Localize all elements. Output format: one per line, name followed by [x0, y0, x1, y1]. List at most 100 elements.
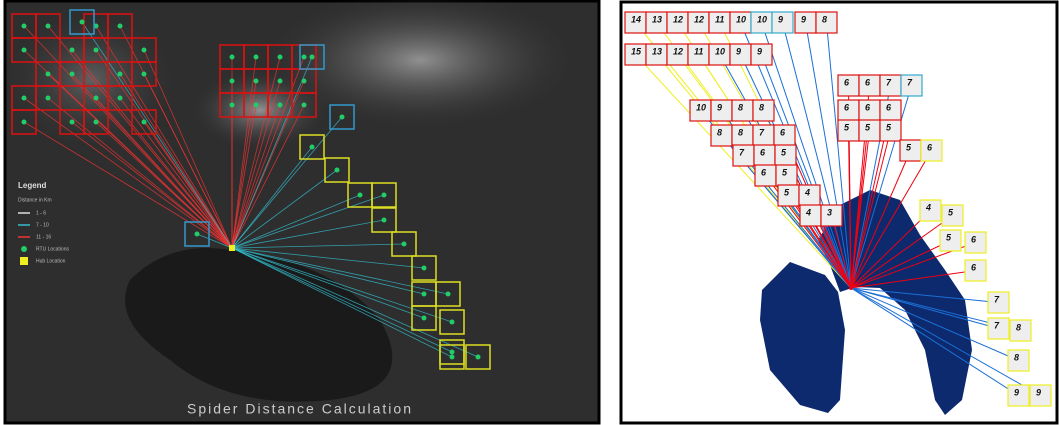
grid-cell: [184, 221, 210, 247]
rtu-location: [194, 231, 200, 237]
rtu-location: [445, 291, 451, 297]
rtu-location: [93, 119, 99, 125]
spider-line: [71, 49, 233, 249]
distance-label: 8: [1014, 352, 1019, 362]
grid-cell: [131, 109, 157, 135]
rtu-location: [339, 114, 345, 120]
distance-label: 8: [759, 102, 764, 112]
grid-cell: [299, 134, 325, 160]
spider-line: [231, 243, 405, 249]
rtu-location: [141, 71, 147, 77]
spider-line: [47, 73, 233, 249]
distance-label: 6: [844, 102, 850, 112]
distance-label: 4: [804, 187, 810, 197]
spider-line: [231, 169, 338, 249]
distance-label: 3: [827, 207, 832, 217]
spider-line: [231, 194, 385, 249]
grid-cell: [11, 37, 37, 63]
distance-label: 6: [761, 167, 767, 177]
grid-cell: [411, 305, 437, 331]
rtu-location: [334, 167, 340, 173]
rtu-location: [93, 95, 99, 101]
grid-cell: [69, 9, 95, 35]
rtu-location: [449, 349, 455, 355]
distance-label: 5: [906, 142, 912, 152]
distance-label: 7: [907, 77, 913, 87]
spider-line: [231, 80, 257, 249]
distance-label: 6: [927, 142, 933, 152]
legend-item: 7 - 10: [36, 222, 49, 228]
spider-line: [231, 80, 281, 249]
grid-cell: [107, 13, 133, 39]
spider-line: [231, 104, 281, 249]
distance-label: 5: [886, 122, 892, 132]
legend-swatch: [21, 246, 27, 252]
grid-cell: [987, 317, 1010, 340]
spider-line: [635, 54, 852, 289]
spider-line: [81, 21, 233, 249]
distance-label: 12: [673, 14, 683, 24]
grid-cell: [987, 291, 1010, 314]
grid-cell: [439, 309, 465, 335]
rtu-location: [93, 47, 99, 53]
rtu-location: [229, 78, 235, 84]
distance-label: 14: [631, 14, 641, 24]
rtu-location: [253, 102, 259, 108]
distance-label: 10: [715, 46, 725, 56]
spider-line: [196, 233, 233, 249]
distance-label: 9: [1014, 387, 1019, 397]
spider-line: [143, 73, 233, 249]
spider-line: [850, 287, 1041, 396]
spider-line: [231, 247, 453, 323]
distance-label: 12: [673, 46, 683, 56]
rtu-location: [301, 102, 307, 108]
spider-line: [231, 247, 479, 358]
distance-label: 13: [652, 14, 662, 24]
rtu-location: [401, 241, 407, 247]
rtu-location: [381, 192, 387, 198]
distance-label: 8: [822, 14, 827, 24]
caption: Spider Distance Calculation: [187, 401, 413, 417]
legend-item: 1 - 6: [36, 210, 46, 216]
legend-item: RTU Locations: [36, 246, 69, 252]
distance-label: 9: [1036, 387, 1041, 397]
distance-label: 5: [865, 122, 871, 132]
spider-line: [231, 104, 305, 249]
spider-line: [231, 146, 313, 249]
grid-cell: [919, 199, 942, 222]
left-panel: Legend Distance in Km 1 - 6 7 - 10 11 - 16…: [0, 0, 601, 425]
grid-cell: [371, 207, 397, 233]
rtu-location: [141, 119, 147, 125]
rtu-location: [69, 71, 75, 77]
grid-cell: [820, 204, 843, 227]
grid-cell: [391, 231, 417, 257]
spider-line: [848, 130, 852, 289]
spider-line: [231, 219, 385, 249]
spider-line: [810, 215, 852, 289]
distance-label: 12: [694, 14, 704, 24]
distance-label: 4: [805, 207, 811, 217]
distance-label: 6: [865, 102, 871, 112]
grid-cell: [964, 259, 987, 282]
rtu-location: [357, 192, 363, 198]
distance-label: 15: [631, 46, 642, 56]
spider-line: [850, 130, 870, 289]
rtu-location: [79, 19, 85, 25]
dark-area: [125, 248, 393, 402]
grid-cell: [35, 85, 61, 111]
grid-cell: [771, 11, 794, 34]
spider-line: [143, 49, 233, 249]
distance-label: 5: [782, 167, 788, 177]
legend-item: 11 - 16: [36, 234, 51, 240]
distance-label: 6: [865, 77, 871, 87]
distance-label: 9: [778, 14, 783, 24]
grid-cell: [1007, 349, 1030, 372]
grid-cell: [291, 92, 317, 118]
spider-line: [850, 150, 911, 289]
distance-label: 9: [801, 14, 806, 24]
spider-line: [119, 97, 233, 249]
distance-label: 6: [971, 234, 977, 244]
spider-line: [850, 210, 931, 289]
spider-line: [761, 22, 852, 289]
spider-line: [231, 247, 453, 353]
